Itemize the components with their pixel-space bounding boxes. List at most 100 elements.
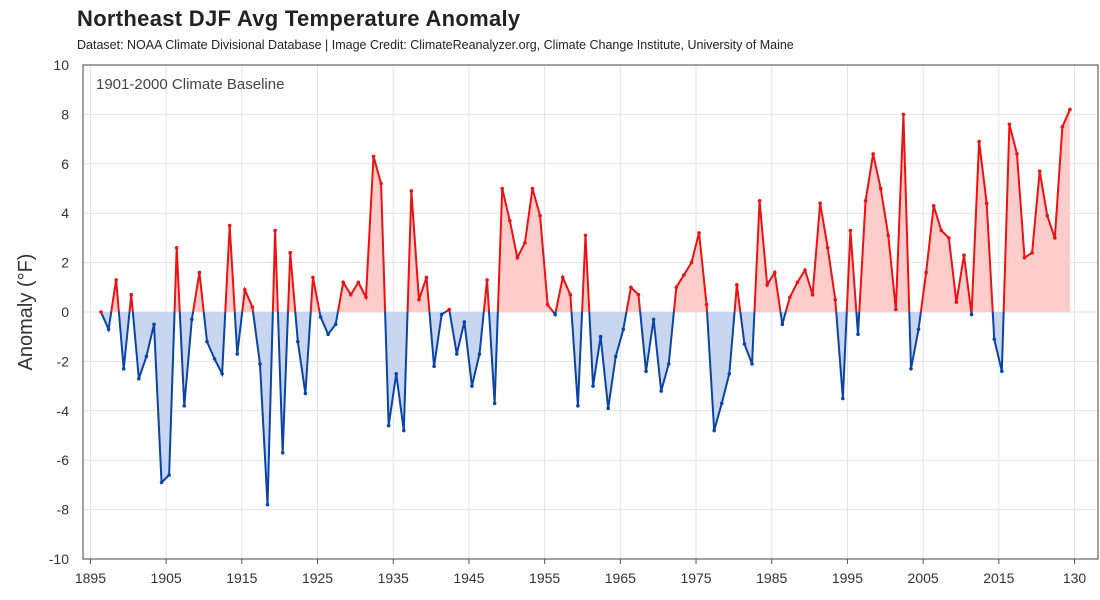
data-point xyxy=(788,295,792,299)
x-tick-label: 1995 xyxy=(832,570,863,586)
data-point xyxy=(606,406,610,411)
data-point xyxy=(159,480,164,485)
plot-frame xyxy=(82,64,1099,560)
y-tick-label: 0 xyxy=(61,304,69,320)
data-point xyxy=(553,312,557,317)
y-axis-label: Anomaly (°F) xyxy=(15,254,37,371)
data-point xyxy=(371,154,376,159)
y-tick-label: -4 xyxy=(57,403,70,419)
x-tick-label: 1985 xyxy=(756,570,787,586)
data-point xyxy=(447,307,452,312)
data-point xyxy=(636,292,641,297)
data-point xyxy=(750,362,754,366)
data-point xyxy=(1037,169,1042,174)
data-point xyxy=(243,287,247,292)
data-point xyxy=(1030,250,1034,255)
data-point xyxy=(924,270,928,275)
data-point xyxy=(394,371,399,376)
data-point xyxy=(1015,152,1019,156)
data-point xyxy=(719,401,724,406)
y-tick-label: -10 xyxy=(49,551,69,567)
y-tick-label: -2 xyxy=(57,353,70,369)
x-tick-label: 1925 xyxy=(302,570,333,586)
data-point xyxy=(197,270,202,275)
data-point xyxy=(454,352,459,356)
data-point xyxy=(727,371,732,376)
data-point xyxy=(674,285,679,290)
x-tick-label: 1905 xyxy=(151,570,182,586)
data-point xyxy=(235,352,240,356)
data-point xyxy=(818,201,822,206)
data-point xyxy=(341,280,346,285)
data-point xyxy=(258,362,262,366)
data-point xyxy=(856,332,860,337)
data-point xyxy=(462,320,467,324)
x-tick-label: 1965 xyxy=(605,570,636,586)
y-tick-label: 2 xyxy=(61,255,69,271)
data-point xyxy=(507,218,512,223)
chart-title: Northeast DJF Avg Temperature Anomaly xyxy=(77,6,521,31)
baseline-annotation: 1901-2000 Climate Baseline xyxy=(96,76,284,93)
data-point xyxy=(810,292,815,297)
data-point xyxy=(515,255,520,260)
data-point xyxy=(863,199,868,203)
data-point xyxy=(613,354,618,359)
data-point xyxy=(152,322,156,327)
data-point xyxy=(1022,255,1027,260)
data-point xyxy=(1060,124,1065,129)
data-point xyxy=(598,334,603,339)
y-tick-label: -6 xyxy=(57,452,70,468)
data-point xyxy=(803,268,807,272)
data-point xyxy=(757,199,762,203)
data-point xyxy=(871,152,875,156)
data-point xyxy=(1053,236,1057,240)
data-point xyxy=(848,228,853,233)
data-point xyxy=(265,502,270,507)
x-tick-label: 1975 xyxy=(680,570,711,586)
x-tick-label: 1945 xyxy=(453,570,484,586)
data-point xyxy=(780,322,785,327)
x-tick-label: 1935 xyxy=(378,570,409,586)
data-point xyxy=(1045,213,1050,218)
data-point xyxy=(227,223,232,228)
data-point xyxy=(424,275,429,280)
data-point xyxy=(560,275,565,280)
data-point xyxy=(477,352,482,356)
data-point xyxy=(947,236,951,240)
data-point xyxy=(576,404,580,408)
data-point xyxy=(735,283,739,287)
data-point xyxy=(129,292,134,297)
data-point xyxy=(121,367,126,371)
data-point xyxy=(174,245,179,250)
data-point xyxy=(704,302,709,307)
data-point xyxy=(530,186,535,191)
y-tick-label: 10 xyxy=(53,57,69,73)
data-point xyxy=(364,295,368,299)
data-point xyxy=(909,367,913,371)
data-point xyxy=(492,401,497,406)
data-point xyxy=(311,275,315,280)
data-point xyxy=(568,292,573,297)
data-point xyxy=(326,332,330,337)
data-point xyxy=(250,305,255,309)
data-point xyxy=(402,428,406,433)
data-point xyxy=(137,376,141,381)
data-point xyxy=(99,310,103,314)
data-point xyxy=(825,245,830,250)
data-point xyxy=(318,315,323,319)
data-point xyxy=(621,327,626,332)
data-point xyxy=(666,362,671,366)
data-point xyxy=(280,450,285,455)
data-point xyxy=(333,322,338,327)
x-tick-label: 1915 xyxy=(226,570,257,586)
y-tick-label: 8 xyxy=(61,106,69,122)
data-point xyxy=(629,285,633,290)
data-point xyxy=(485,278,489,282)
data-point xyxy=(878,186,883,191)
data-point xyxy=(273,228,277,233)
data-point xyxy=(439,312,444,317)
data-point xyxy=(939,228,944,233)
data-point xyxy=(772,270,777,275)
data-point xyxy=(500,186,505,191)
